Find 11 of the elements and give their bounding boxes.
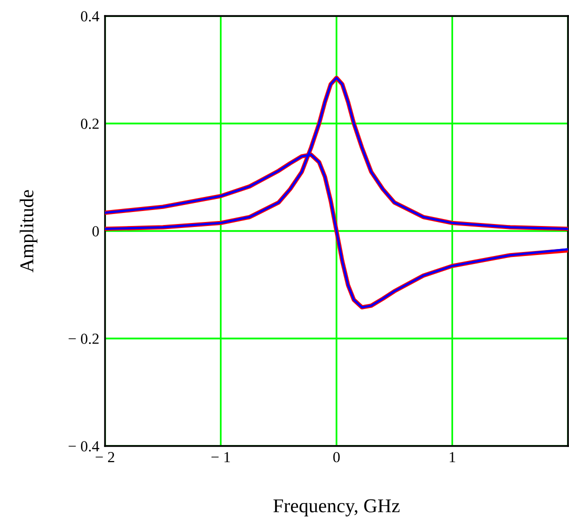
y-axis-title: Amplitude: [20, 190, 38, 272]
x-tick-label: − 2: [96, 452, 114, 462]
y-tick-label: 0.2: [80, 118, 99, 130]
x-axis-title: Frequency, GHz: [273, 499, 400, 516]
y-tick-label: − 0.4: [68, 441, 100, 452]
y-tick-label: 0: [92, 226, 99, 236]
x-tick-label: 1: [450, 452, 456, 462]
x-tick-label: − 1: [211, 452, 230, 462]
y-tick-label: − 0.2: [68, 334, 99, 344]
x-tick-label: 0: [333, 452, 340, 462]
y-tick-label: 0.4: [80, 11, 100, 22]
